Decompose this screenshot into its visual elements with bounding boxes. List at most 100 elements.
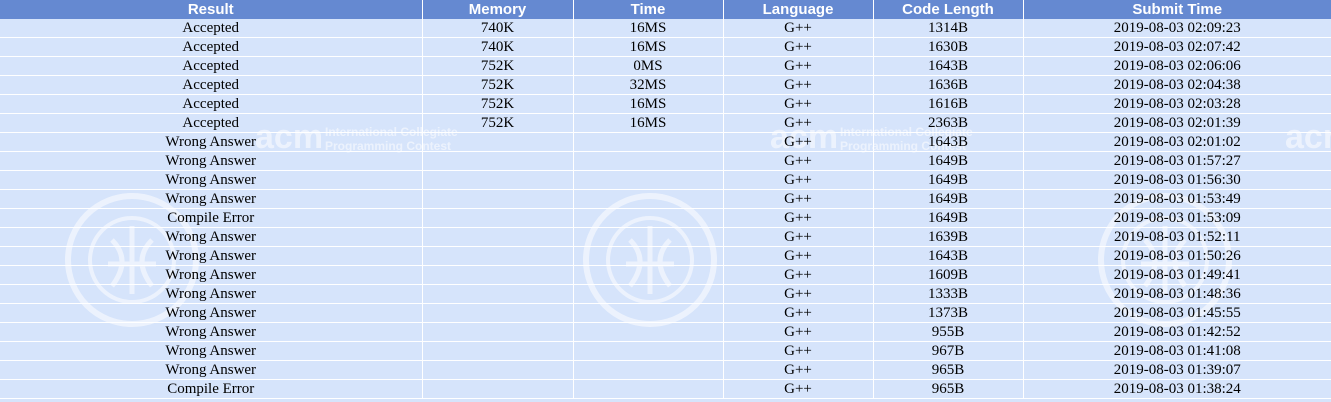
code-length-cell: 955B <box>873 322 1024 342</box>
language-link[interactable]: G++ <box>723 170 874 190</box>
submit-time-cell: 2019-08-03 01:38:24 <box>1023 379 1331 399</box>
language-link[interactable]: G++ <box>723 75 874 95</box>
language-link[interactable]: G++ <box>723 341 874 361</box>
result-cell[interactable]: Wrong Answer <box>0 284 423 304</box>
result-cell[interactable]: Compile Error <box>0 208 423 228</box>
result-cell[interactable]: Wrong Answer <box>0 132 423 152</box>
language-link[interactable]: G++ <box>723 246 874 266</box>
table-row: Wrong Answer G++ 1373B 2019-08-03 01:45:… <box>0 303 1331 323</box>
submit-time-cell: 2019-08-03 02:01:39 <box>1023 113 1331 133</box>
time-cell: 16MS <box>573 94 724 114</box>
table-row: Wrong Answer G++ 1609B 2019-08-03 01:49:… <box>0 265 1331 285</box>
language-link[interactable]: G++ <box>723 322 874 342</box>
memory-cell <box>422 379 574 399</box>
table-header-row: Result Memory Time Language Code Length … <box>0 0 1331 19</box>
language-link[interactable]: G++ <box>723 151 874 171</box>
table-row: Wrong Answer G++ 965B 2019-08-03 01:39:0… <box>0 360 1331 380</box>
result-cell[interactable]: Wrong Answer <box>0 227 423 247</box>
submit-time-cell: 2019-08-03 01:52:11 <box>1023 227 1331 247</box>
language-link[interactable]: G++ <box>723 113 874 133</box>
memory-cell <box>422 227 574 247</box>
result-cell[interactable]: Wrong Answer <box>0 303 423 323</box>
language-link[interactable]: G++ <box>723 227 874 247</box>
result-cell[interactable]: Accepted <box>0 75 423 95</box>
submit-time-cell: 2019-08-03 01:48:36 <box>1023 284 1331 304</box>
memory-cell <box>422 341 574 361</box>
table-row: Accepted 752K 16MS G++ 1616B 2019-08-03 … <box>0 94 1331 114</box>
submit-time-cell: 2019-08-03 01:53:09 <box>1023 208 1331 228</box>
time-cell <box>573 132 724 152</box>
submit-time-cell: 2019-08-03 02:09:23 <box>1023 19 1331 38</box>
result-cell[interactable]: Accepted <box>0 56 423 76</box>
table-row: Wrong Answer G++ 1649B 2019-08-03 01:53:… <box>0 189 1331 209</box>
result-cell[interactable]: Wrong Answer <box>0 322 423 342</box>
code-length-cell: 1649B <box>873 170 1024 190</box>
code-length-cell: 1333B <box>873 284 1024 304</box>
column-header-time[interactable]: Time <box>573 0 724 19</box>
table-row: Accepted 752K 32MS G++ 1636B 2019-08-03 … <box>0 75 1331 95</box>
language-link[interactable]: G++ <box>723 56 874 76</box>
column-header-memory[interactable]: Memory <box>422 0 574 19</box>
submit-time-cell: 2019-08-03 01:49:41 <box>1023 265 1331 285</box>
submit-time-cell: 2019-08-03 01:42:52 <box>1023 322 1331 342</box>
time-cell: 0MS <box>573 56 724 76</box>
result-cell[interactable]: Compile Error <box>0 379 423 399</box>
table-row: Accepted 740K 16MS G++ 1630B 2019-08-03 … <box>0 37 1331 57</box>
language-link[interactable]: G++ <box>723 360 874 380</box>
submit-time-cell: 2019-08-03 01:50:26 <box>1023 246 1331 266</box>
result-cell[interactable]: Accepted <box>0 113 423 133</box>
language-link[interactable]: G++ <box>723 189 874 209</box>
column-header-submit-time[interactable]: Submit Time <box>1023 0 1331 19</box>
submit-time-cell: 2019-08-03 02:07:42 <box>1023 37 1331 57</box>
language-link[interactable]: G++ <box>723 265 874 285</box>
language-link[interactable]: G++ <box>723 303 874 323</box>
column-header-language[interactable]: Language <box>723 0 874 19</box>
column-header-result[interactable]: Result <box>0 0 423 19</box>
code-length-cell: 965B <box>873 360 1024 380</box>
result-cell[interactable]: Accepted <box>0 94 423 114</box>
time-cell <box>573 208 724 228</box>
result-cell[interactable]: Accepted <box>0 19 423 38</box>
language-link[interactable]: G++ <box>723 19 874 38</box>
language-link[interactable]: G++ <box>723 208 874 228</box>
code-length-cell: 1636B <box>873 75 1024 95</box>
language-link[interactable]: G++ <box>723 132 874 152</box>
table-row: Wrong Answer G++ 1649B 2019-08-03 01:57:… <box>0 151 1331 171</box>
result-cell[interactable]: Wrong Answer <box>0 265 423 285</box>
table-row: Wrong Answer G++ 1643B 2019-08-03 01:50:… <box>0 246 1331 266</box>
memory-cell <box>422 322 574 342</box>
language-link[interactable]: G++ <box>723 94 874 114</box>
result-cell[interactable]: Accepted <box>0 37 423 57</box>
code-length-cell: 1373B <box>873 303 1024 323</box>
submit-time-cell: 2019-08-03 01:41:08 <box>1023 341 1331 361</box>
time-cell <box>573 360 724 380</box>
language-link[interactable]: G++ <box>723 379 874 399</box>
memory-cell: 752K <box>422 94 574 114</box>
result-cell[interactable]: Wrong Answer <box>0 360 423 380</box>
memory-cell: 740K <box>422 37 574 57</box>
submit-time-cell: 2019-08-03 02:03:28 <box>1023 94 1331 114</box>
column-header-code-length[interactable]: Code Length <box>873 0 1024 19</box>
language-link[interactable]: G++ <box>723 37 874 57</box>
table-row: Wrong Answer G++ 1649B 2019-08-03 01:56:… <box>0 170 1331 190</box>
memory-cell: 752K <box>422 75 574 95</box>
table-row: Accepted 752K 16MS G++ 2363B 2019-08-03 … <box>0 113 1331 133</box>
table-row: Accepted 740K 16MS G++ 1314B 2019-08-03 … <box>0 19 1331 38</box>
time-cell <box>573 265 724 285</box>
table-row: Wrong Answer G++ 1333B 2019-08-03 01:48:… <box>0 284 1331 304</box>
submit-time-cell: 2019-08-03 02:04:38 <box>1023 75 1331 95</box>
language-link[interactable]: G++ <box>723 284 874 304</box>
table-row: Compile Error G++ 1649B 2019-08-03 01:53… <box>0 208 1331 228</box>
result-cell[interactable]: Wrong Answer <box>0 341 423 361</box>
memory-cell <box>422 208 574 228</box>
code-length-cell: 1643B <box>873 246 1024 266</box>
time-cell <box>573 303 724 323</box>
result-cell[interactable]: Wrong Answer <box>0 151 423 171</box>
code-length-cell: 2363B <box>873 113 1024 133</box>
submit-time-cell: 2019-08-03 01:56:30 <box>1023 170 1331 190</box>
result-cell[interactable]: Wrong Answer <box>0 170 423 190</box>
time-cell <box>573 246 724 266</box>
memory-cell <box>422 170 574 190</box>
result-cell[interactable]: Wrong Answer <box>0 246 423 266</box>
result-cell[interactable]: Wrong Answer <box>0 189 423 209</box>
